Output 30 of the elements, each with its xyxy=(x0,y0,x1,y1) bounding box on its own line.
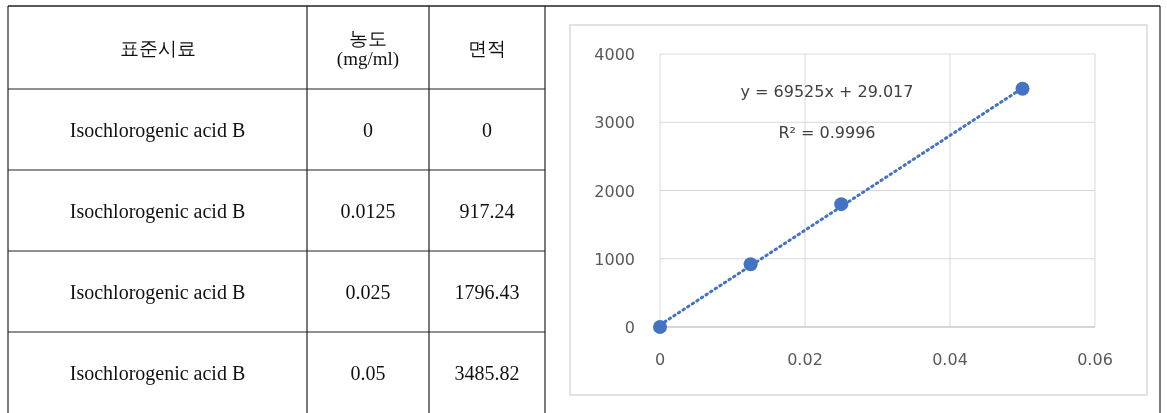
point xyxy=(743,257,758,272)
text: 표준시료 xyxy=(119,37,196,59)
x-tick-label: 0 xyxy=(654,350,666,369)
annotation: y = 69525x + 29.017 xyxy=(740,82,914,101)
point xyxy=(1015,81,1030,96)
text: 농도 (mg/ml) xyxy=(336,27,400,70)
text: 0 xyxy=(363,118,373,141)
point xyxy=(834,197,849,212)
text: Isochlorogenic acid B xyxy=(69,118,246,142)
y-tick-label: 3000 xyxy=(594,113,635,133)
text: 1796.43 xyxy=(454,280,520,303)
y-tick-label: 0 xyxy=(624,318,635,337)
x-tick-label: 0.04 xyxy=(932,350,968,369)
x-tick-label: 0.02 xyxy=(787,350,823,369)
text: 0.05 xyxy=(350,361,386,384)
text: 0 xyxy=(482,118,492,141)
y-tick-label: 4000 xyxy=(594,45,635,64)
annotation: R² = 0.9996 xyxy=(778,123,876,142)
text: 0.0125 xyxy=(340,199,396,222)
text: 면적 xyxy=(468,37,506,59)
y-tick-label: 2000 xyxy=(594,181,635,201)
text: Isochlorogenic acid B xyxy=(69,280,246,304)
point xyxy=(653,320,667,334)
x-tick-label: 0.06 xyxy=(1077,350,1113,369)
text: 0.025 xyxy=(345,280,391,303)
text: 3485.82 xyxy=(454,361,520,384)
text: 917.24 xyxy=(459,199,515,222)
text: Isochlorogenic acid B xyxy=(69,361,246,385)
text: Isochlorogenic acid B xyxy=(69,199,246,223)
y-tick-label: 1000 xyxy=(594,249,635,269)
